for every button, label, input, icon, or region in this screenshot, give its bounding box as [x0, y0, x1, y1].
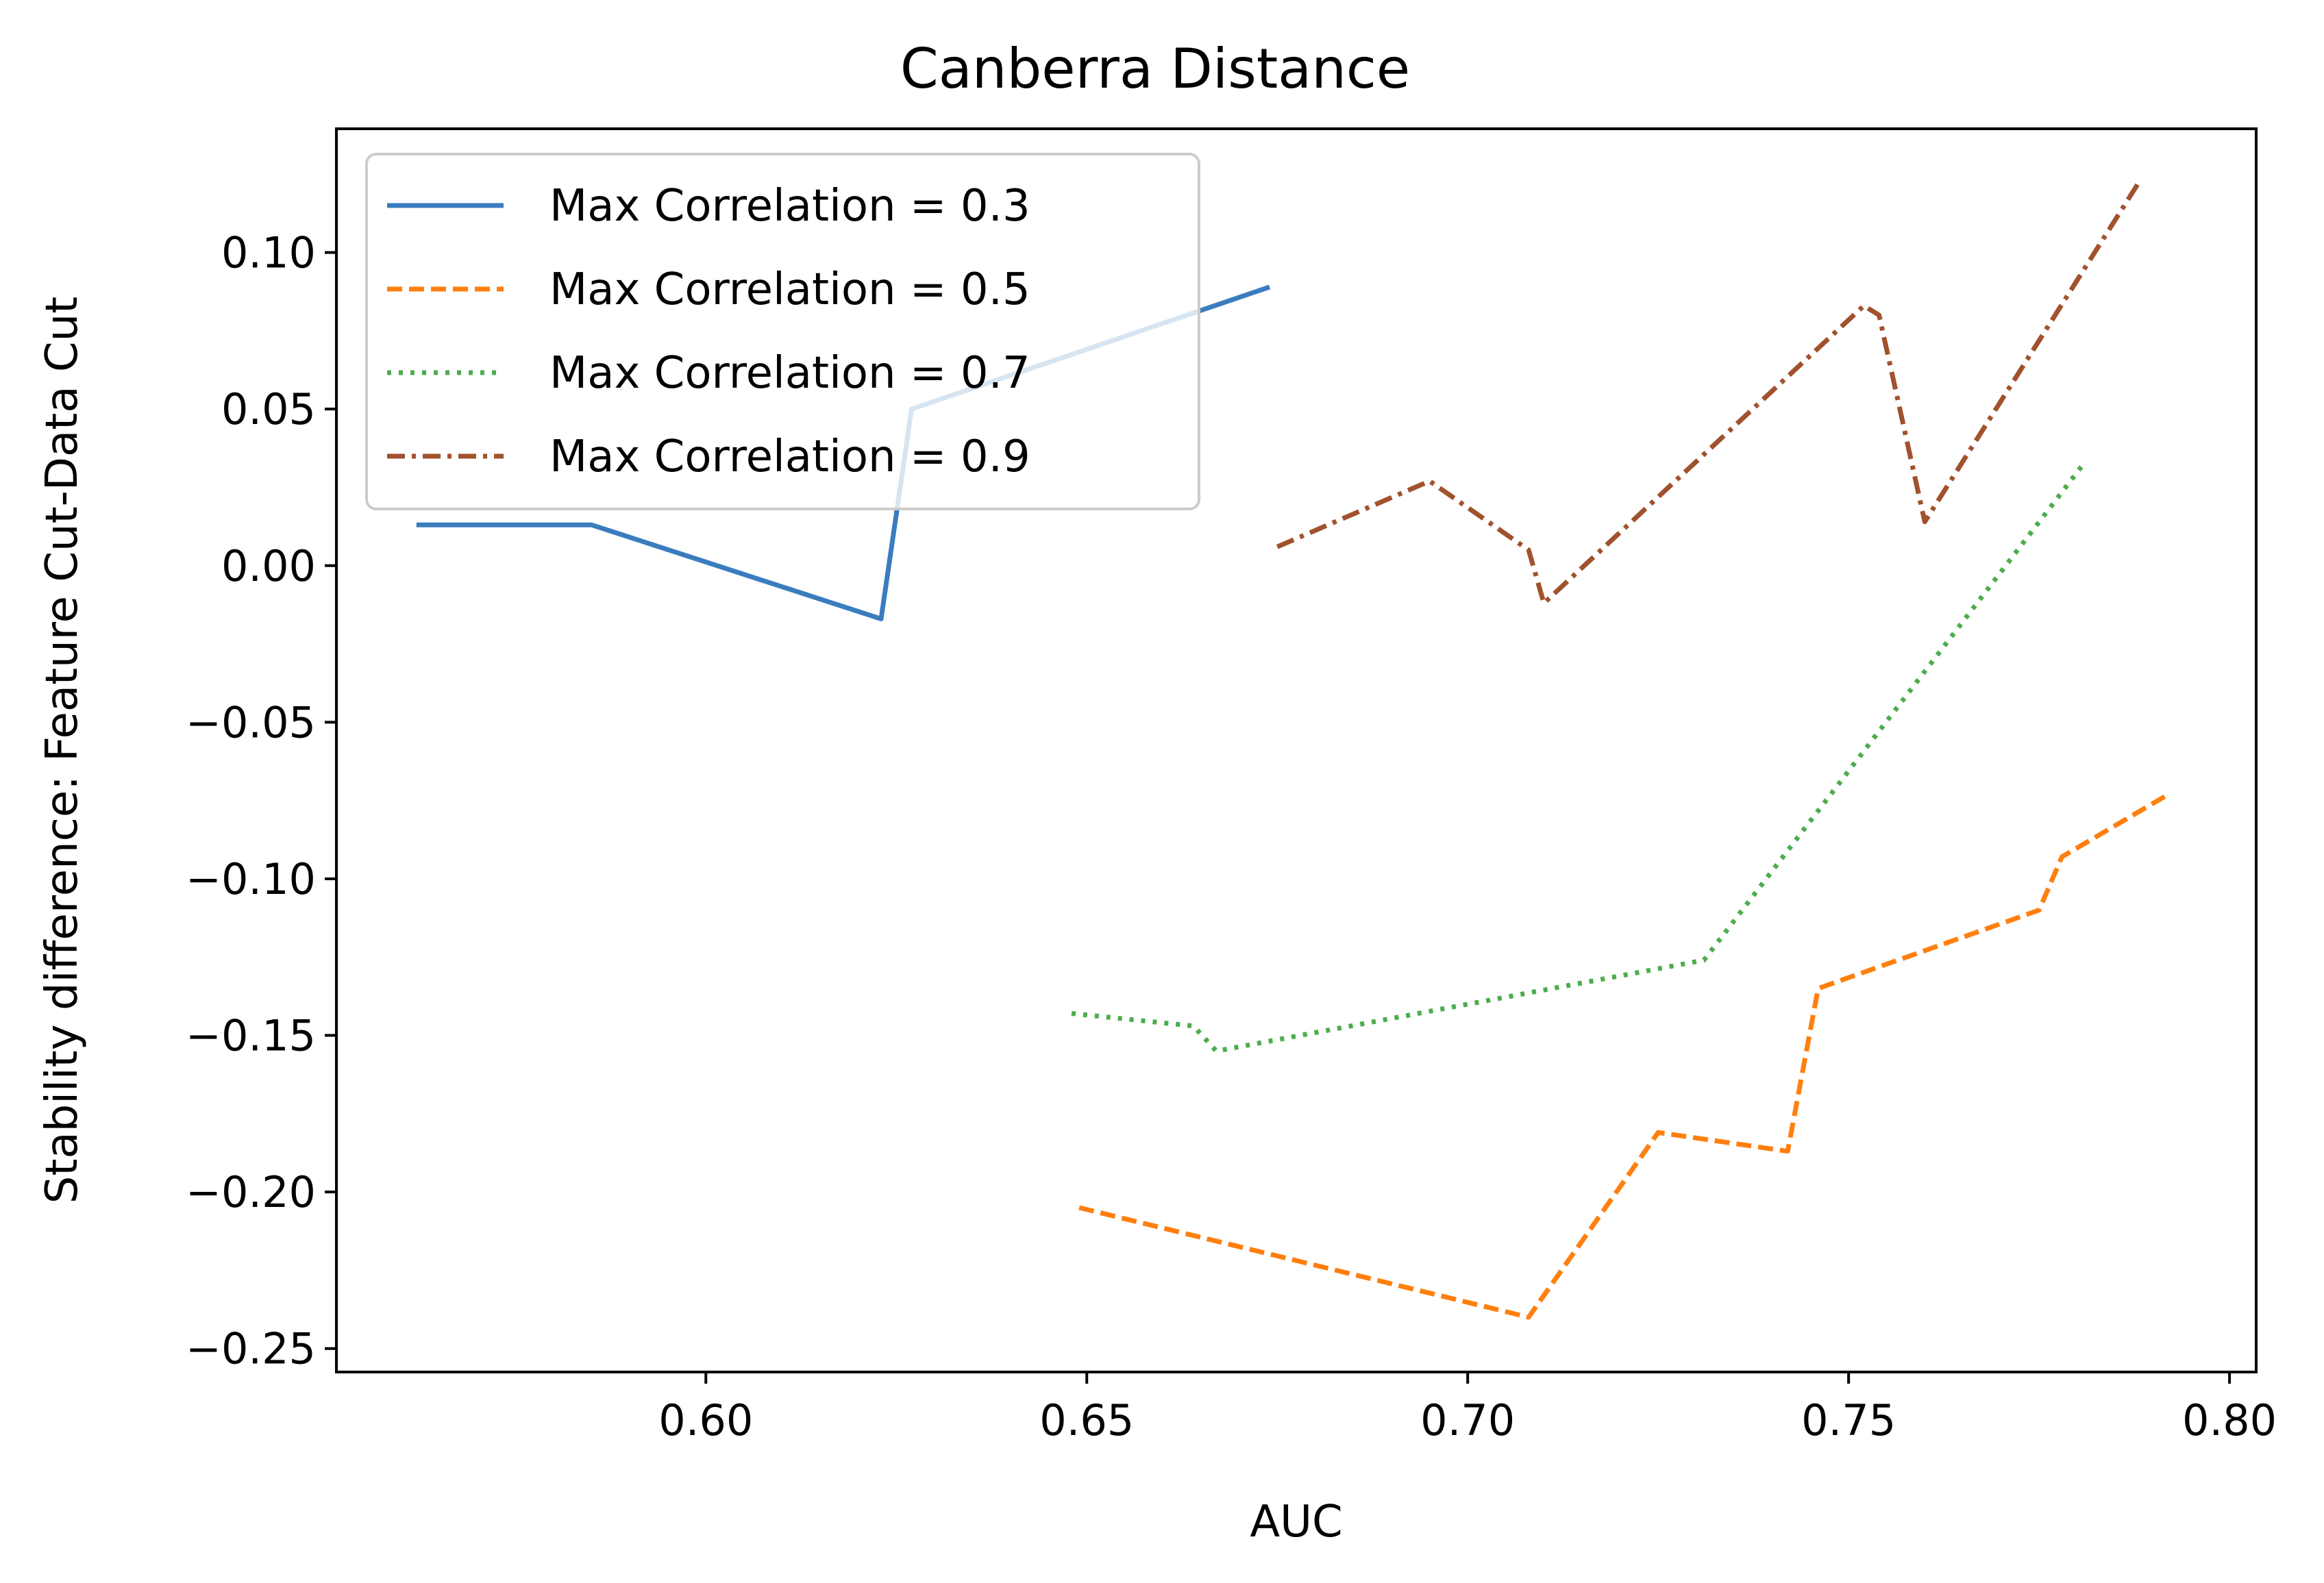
y-tick-label: −0.10	[186, 854, 316, 904]
legend-box	[365, 153, 1200, 510]
y-tick-label: 0.05	[221, 384, 316, 434]
y-tick-label: −0.05	[186, 697, 316, 747]
y-tick-label: −0.20	[186, 1167, 316, 1217]
y-tick-label: −0.25	[186, 1324, 316, 1374]
legend-label-3: Max Correlation = 0.7	[549, 348, 1030, 399]
y-ticks: 0.10 0.05 0.00 −0.05 −0.10 −0.15 −0.20 −0.25	[186, 228, 336, 1374]
series-line-4	[1276, 182, 2140, 606]
series-line-3	[1071, 460, 2087, 1054]
legend-label-1: Max Correlation = 0.3	[549, 181, 1030, 232]
x-tick-label: 0.75	[1801, 1395, 1896, 1445]
legend-label-2: Max Correlation = 0.5	[549, 264, 1030, 315]
chart-title: Canberra Distance	[900, 37, 1410, 101]
legend: Max Correlation = 0.3 Max Correlation = 0…	[365, 153, 1200, 510]
x-tick-label: 0.80	[2182, 1395, 2277, 1445]
y-tick-label: −0.15	[186, 1011, 316, 1061]
x-tick-label: 0.60	[658, 1395, 753, 1445]
y-tick-label: 0.10	[221, 228, 316, 278]
x-axis-label: AUC	[1250, 1497, 1342, 1547]
series-line-2	[1078, 792, 2170, 1320]
plot-frame	[335, 127, 2258, 1373]
y-tick-label: 0.00	[221, 541, 316, 591]
x-tick-label: 0.70	[1420, 1395, 1515, 1445]
y-axis-label: Stability difference: Feature Cut-Data C…	[37, 297, 88, 1204]
x-tick-label: 0.65	[1039, 1395, 1134, 1445]
legend-entries: Max Correlation = 0.3 Max Correlation = 0…	[387, 181, 1030, 482]
x-ticks: 0.60 0.65 0.70 0.75 0.80	[658, 1372, 2277, 1445]
legend-label-4: Max Correlation = 0.9	[549, 432, 1030, 482]
